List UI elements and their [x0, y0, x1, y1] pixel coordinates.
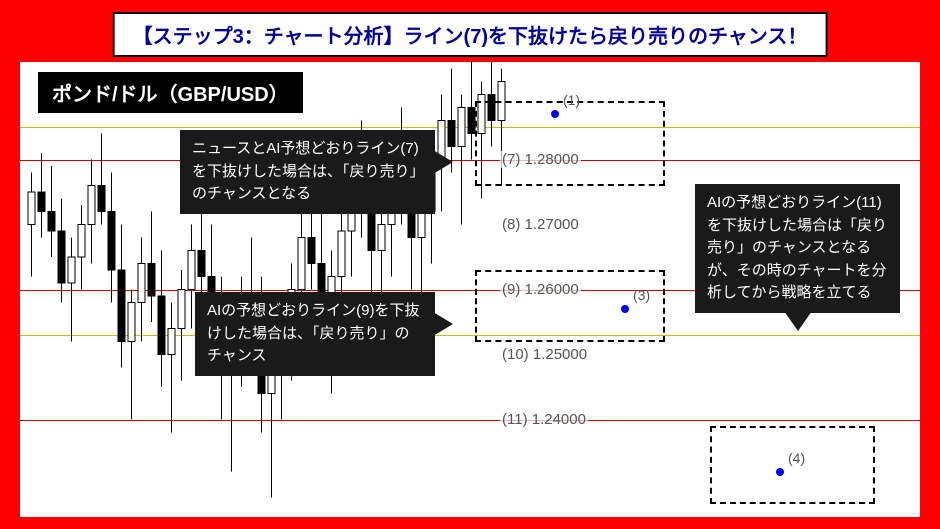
- marker-label: (3): [633, 287, 650, 303]
- level-label: (11) 1.24000: [500, 411, 588, 428]
- marker-dot: [551, 110, 559, 118]
- level-label: (10) 1.25000: [500, 346, 589, 363]
- target-box: [475, 101, 665, 186]
- target-box: [475, 270, 665, 342]
- callout: AIの予想どおりライン(9)を下抜けした場合は、「戻り売り」のチャンス: [195, 292, 435, 376]
- marker-dot: [621, 305, 629, 313]
- callout: ニュースとAI予想どおりライン(7)を下抜けした場合は、「戻り売り」のチャンスと…: [180, 130, 435, 214]
- chart-area: ポンド/ドル（GBP/USD） (7) 1.28000(8) 1.27000(9…: [20, 62, 920, 517]
- pair-label-text: ポンド/ドル（GBP/USD）: [52, 84, 289, 106]
- title-bar: 【ステップ3：チャート分析】ライン(7)を下抜けたら戻り売りのチャンス！: [113, 12, 828, 57]
- marker-label: (4): [788, 450, 805, 466]
- title-text: 【ステップ3：チャート分析】ライン(7)を下抜けたら戻り売りのチャンス！: [133, 26, 808, 48]
- marker-dot: [776, 468, 784, 476]
- callout: AIの予想どおりライン(11)を下抜けした場合は「戻り売り」のチャンスとなるが、…: [695, 184, 900, 313]
- pair-label: ポンド/ドル（GBP/USD）: [38, 72, 303, 113]
- level-label: (8) 1.27000: [500, 216, 581, 233]
- marker-label: (1): [563, 92, 580, 108]
